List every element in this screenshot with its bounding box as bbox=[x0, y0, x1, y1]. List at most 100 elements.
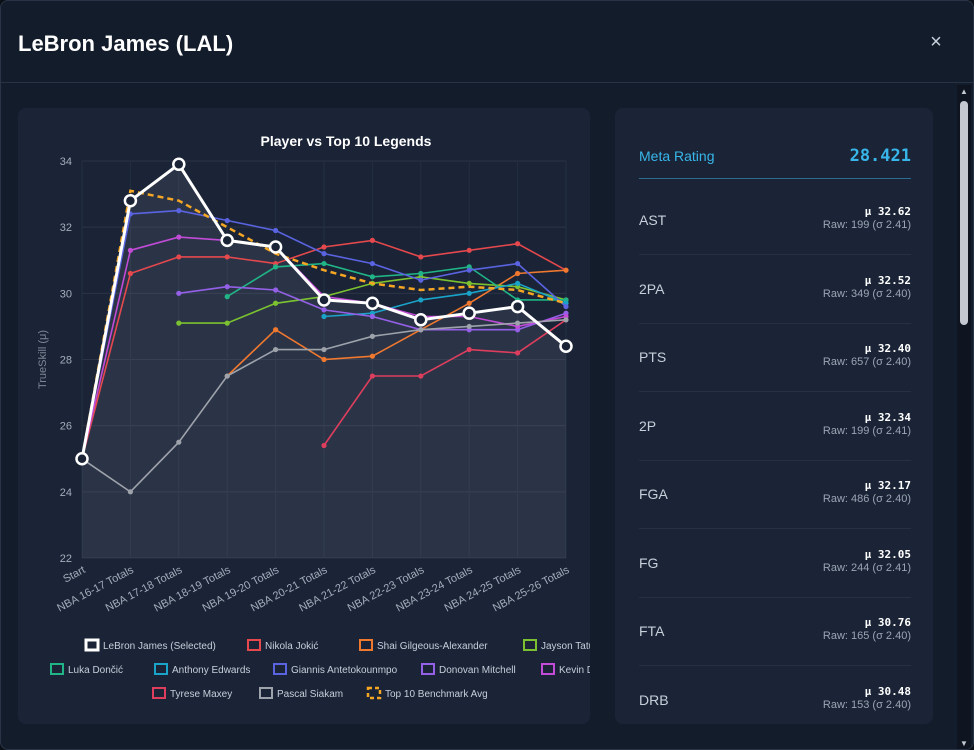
data-point bbox=[273, 287, 279, 293]
data-point bbox=[321, 244, 327, 250]
data-point bbox=[176, 208, 182, 214]
legend-swatch bbox=[247, 639, 261, 651]
stat-row: PTS μ 32.40 Raw: 657 (σ 2.40) bbox=[639, 323, 911, 392]
data-point bbox=[224, 320, 230, 326]
data-point bbox=[369, 274, 375, 280]
data-point bbox=[466, 280, 472, 287]
legend-label: LeBron James (Selected) bbox=[103, 641, 216, 652]
data-point bbox=[466, 267, 472, 273]
data-point bbox=[224, 373, 230, 379]
data-point bbox=[369, 333, 375, 339]
series-line-anthony-edwards bbox=[323, 282, 567, 318]
legend-swatch bbox=[541, 663, 555, 675]
scrollbar-thumb[interactable] bbox=[960, 101, 968, 325]
legend-swatch bbox=[273, 663, 287, 675]
data-point bbox=[127, 247, 133, 253]
data-point bbox=[418, 297, 424, 303]
data-point bbox=[466, 323, 472, 330]
data-point bbox=[176, 234, 182, 240]
y-tick-label: 28 bbox=[60, 355, 72, 367]
scroll-down-icon[interactable]: ▼ bbox=[960, 739, 968, 748]
selected-data-point bbox=[462, 306, 476, 320]
stat-raw: Raw: 349 (σ 2.40) bbox=[822, 287, 911, 300]
legend-label: Luka Dončić bbox=[68, 665, 123, 676]
chart-card: Player vs Top 10 Legends 22 24 26 28 30 32 34 St… bbox=[18, 108, 617, 724]
stat-row: FG μ 32.05 Raw: 244 (σ 2.41) bbox=[639, 529, 911, 598]
close-icon[interactable]: × bbox=[930, 31, 942, 53]
meta-rating-value: 28.421 bbox=[849, 146, 911, 166]
stat-mu: μ 32.34 bbox=[864, 410, 911, 424]
stat-mu: μ 32.52 bbox=[864, 273, 911, 287]
legend-label: Pascal Siakam bbox=[277, 689, 343, 700]
modal-header: LeBron James (LAL) × bbox=[1, 1, 973, 83]
selected-data-point bbox=[414, 313, 428, 327]
legend-swatch bbox=[359, 639, 373, 651]
y-tick-label: 32 bbox=[60, 222, 72, 234]
data-point bbox=[466, 300, 472, 306]
trueskill-line-chart: Player vs Top 10 Legends 22 24 26 28 30 32 34 St… bbox=[37, 133, 617, 700]
data-point bbox=[224, 284, 230, 290]
stat-mu: μ 32.05 bbox=[864, 547, 911, 561]
data-point bbox=[176, 439, 182, 445]
legend-swatch bbox=[154, 663, 168, 675]
stat-mu: μ 32.40 bbox=[864, 342, 911, 355]
data-point bbox=[418, 270, 424, 277]
legend-label: Nikola Jokić bbox=[265, 641, 318, 652]
selected-data-point bbox=[220, 233, 234, 248]
data-point bbox=[321, 260, 327, 267]
stat-label: DRB bbox=[639, 691, 669, 708]
data-point bbox=[466, 247, 472, 253]
data-point bbox=[321, 251, 327, 257]
data-point bbox=[321, 307, 327, 313]
data-point bbox=[515, 260, 521, 267]
data-point bbox=[321, 356, 327, 363]
y-tick-label: 30 bbox=[60, 288, 72, 300]
selected-data-point bbox=[123, 193, 138, 208]
stat-row: 2PA μ 32.52 Raw: 349 (σ 2.40) bbox=[639, 255, 911, 324]
data-point bbox=[515, 320, 521, 326]
data-point bbox=[418, 373, 424, 379]
data-point bbox=[369, 237, 375, 243]
selected-data-point bbox=[268, 240, 283, 254]
y-axis-label: TrueSkill (μ) bbox=[37, 330, 49, 389]
scroll-up-icon[interactable]: ▲ bbox=[960, 87, 968, 96]
legend-label: Anthony Edwards bbox=[172, 665, 250, 676]
data-point bbox=[127, 489, 133, 495]
data-point bbox=[273, 264, 279, 270]
selected-data-point bbox=[75, 452, 89, 466]
data-point bbox=[321, 442, 327, 449]
legend-label: Giannis Antetokounmpo bbox=[291, 665, 398, 676]
data-point bbox=[563, 267, 569, 273]
stat-label: PTS bbox=[639, 349, 667, 365]
stat-label: 2P bbox=[639, 417, 657, 434]
data-point bbox=[176, 320, 182, 326]
selected-data-point bbox=[559, 339, 573, 354]
stat-mu: μ 30.76 bbox=[864, 616, 911, 629]
data-point bbox=[369, 260, 375, 267]
selected-data-point bbox=[365, 296, 380, 311]
selected-data-point bbox=[172, 157, 186, 172]
legend-swatch bbox=[152, 687, 166, 699]
data-point bbox=[418, 254, 424, 260]
stat-label: AST bbox=[639, 212, 667, 228]
skills-panel: Meta Rating 28.421 AST μ 32.62 Raw: 199 (σ… bbox=[615, 108, 933, 724]
data-point bbox=[224, 294, 230, 300]
y-tick-label: 34 bbox=[60, 156, 72, 168]
data-point bbox=[515, 280, 521, 287]
legend-swatch bbox=[523, 639, 537, 651]
series-line-luka-don-i- bbox=[226, 262, 566, 301]
legend-swatch bbox=[421, 663, 435, 675]
meta-rating-row: Meta Rating 28.421 bbox=[639, 138, 911, 179]
selected-data-point bbox=[317, 293, 331, 307]
data-point bbox=[176, 290, 182, 296]
stat-raw: Raw: 153 (σ 2.40) bbox=[822, 698, 911, 711]
stat-row: 2P μ 32.34 Raw: 199 (σ 2.41) bbox=[639, 392, 911, 461]
stat-label: FTA bbox=[639, 623, 665, 639]
data-point bbox=[418, 327, 424, 333]
legend-label: Top 10 Benchmark Avg bbox=[385, 689, 488, 700]
data-point bbox=[273, 300, 279, 306]
stat-label: 2PA bbox=[639, 280, 665, 297]
series-line-top-10-benchmark-avg bbox=[80, 189, 567, 460]
stat-mu: μ 32.17 bbox=[864, 479, 911, 492]
